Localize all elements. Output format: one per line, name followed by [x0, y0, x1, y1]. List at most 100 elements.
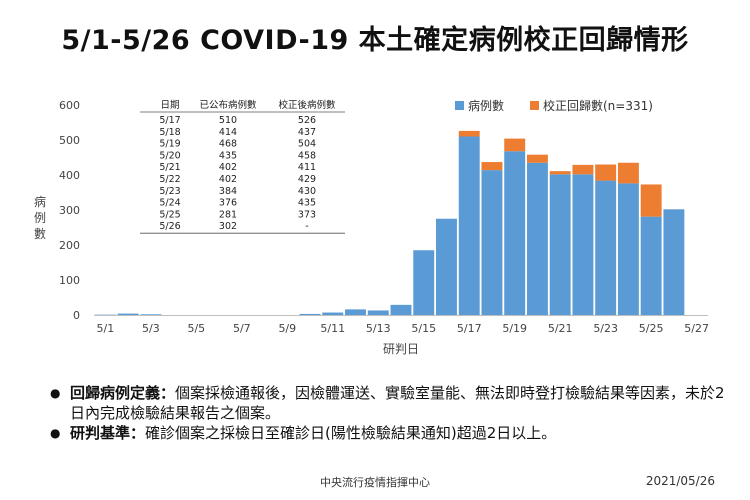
legend-swatch-backfill	[530, 101, 539, 110]
x-tick-label: 5/9	[278, 322, 296, 335]
table-header: 日期	[160, 100, 179, 111]
y-tick-label: 200	[59, 239, 80, 252]
table-header: 校正後病例數	[278, 99, 336, 111]
table-cell: 5/22	[159, 174, 180, 185]
table-cell: 411	[298, 162, 316, 173]
table-cell: 373	[298, 209, 316, 220]
table-cell: 5/24	[159, 198, 180, 209]
table-cell: 5/20	[159, 150, 180, 161]
table-cell: 5/21	[159, 162, 180, 173]
table-cell: 5/19	[159, 139, 180, 150]
x-tick-label: 5/1	[97, 322, 115, 335]
table-cell: 504	[298, 139, 316, 150]
bar-cases	[549, 174, 571, 315]
table-cell: 526	[298, 115, 316, 126]
y-tick-label: 300	[59, 204, 80, 217]
table-cell: 429	[298, 174, 316, 185]
x-tick-label: 5/5	[187, 322, 205, 335]
table-cell: 458	[298, 150, 316, 161]
bar-backfill	[572, 164, 594, 175]
note-body: 個案採檢通報後，因檢體運送、實驗室量能、無法即時登打檢驗結果等因素，未於2日內完…	[70, 384, 725, 422]
bar-cases	[299, 313, 321, 315]
table-cell: 376	[219, 198, 237, 209]
y-tick-label: 400	[59, 169, 80, 182]
x-tick-label: 5/27	[684, 322, 709, 335]
bar-cases	[390, 304, 412, 315]
table-cell: 5/26	[159, 221, 180, 232]
bar-cases	[322, 312, 344, 315]
bullet-icon: ●	[50, 386, 61, 400]
bar-cases	[572, 174, 594, 315]
bar-backfill	[458, 130, 480, 137]
table-cell: 402	[219, 162, 237, 173]
table-cell: -	[305, 221, 308, 232]
bar-backfill	[595, 164, 617, 181]
bar-backfill	[526, 154, 548, 163]
x-tick-label: 5/13	[366, 322, 391, 335]
table-cell: 302	[219, 221, 237, 232]
table-cell: 402	[219, 174, 237, 185]
note-term: 研判基準：	[70, 424, 146, 442]
table-cell: 437	[298, 127, 316, 138]
x-tick-label: 5/19	[502, 322, 527, 335]
y-tick-label: 600	[59, 99, 80, 112]
x-axis-label: 研判日	[383, 342, 419, 356]
bar-cases	[617, 183, 639, 315]
bar-cases	[640, 216, 662, 315]
note-term: 回歸病例定義：	[70, 384, 176, 402]
table-cell: 430	[298, 186, 316, 197]
table-cell: 5/18	[159, 127, 180, 138]
x-tick-label: 5/7	[233, 322, 251, 335]
bar-backfill	[481, 162, 503, 171]
bar-cases	[595, 180, 617, 315]
note-body: 確診個案之採檢日至確診日(陽性檢驗結果通知)超過2日以上。	[145, 424, 557, 442]
data-table: 日期 已公布病例數 校正後病例數 5/17 510 526 5/18 414 437 5/19 46…	[140, 99, 345, 234]
legend-label-backfill: 校正回歸數(n=331)	[543, 98, 653, 113]
table-cell: 510	[219, 115, 237, 126]
y-tick-label: 500	[59, 134, 80, 147]
bar-backfill	[549, 171, 571, 175]
note-definition: ● 回歸病例定義：個案採檢通報後，因檢體運送、實驗室量能、無法即時登打檢驗結果等…	[50, 383, 730, 423]
table-cell: 5/23	[159, 186, 180, 197]
x-tick-label: 5/17	[457, 322, 482, 335]
page-title: 5/1-5/26 COVID-19 本土確定病例校正回歸情形	[61, 25, 689, 56]
x-tick-label: 5/21	[548, 322, 573, 335]
bar-cases	[436, 218, 457, 315]
table-cell: 468	[219, 139, 237, 150]
bullet-icon: ●	[50, 426, 61, 440]
bar-cases	[458, 136, 480, 315]
table-cell: 435	[219, 150, 237, 161]
bar-backfill	[617, 162, 639, 184]
y-tick-label: 0	[73, 309, 80, 322]
legend-swatch-cases	[455, 101, 464, 110]
table-cell: 435	[298, 198, 316, 209]
x-tick-label: 5/15	[411, 322, 436, 335]
bar-cases	[526, 162, 548, 315]
bar-cases	[117, 313, 139, 315]
table-cell: 5/25	[159, 209, 180, 220]
table-cell: 281	[219, 209, 237, 220]
table-header: 已公布病例數	[199, 99, 257, 111]
legend-label-cases: 病例數	[468, 98, 504, 113]
note-criteria: ● 研判基準：確診個案之採檢日至確診日(陽性檢驗結果通知)超過2日以上。	[50, 423, 730, 443]
notes: ● 回歸病例定義：個案採檢通報後，因檢體運送、實驗室量能、無法即時登打檢驗結果等…	[50, 383, 730, 443]
bar-backfill	[504, 138, 526, 152]
bar-cases	[140, 314, 162, 315]
footer-org: 中央流行疫情指揮中心	[320, 476, 430, 489]
table-cell: 414	[219, 127, 237, 138]
footer-date: 2021/05/26	[645, 474, 715, 488]
table-cell: 5/17	[159, 115, 180, 126]
bar-backfill	[640, 184, 662, 217]
x-tick-label: 5/3	[142, 322, 160, 335]
y-axis-label: 數	[34, 227, 46, 241]
table-cell: 384	[219, 186, 237, 197]
bar-cases	[663, 209, 685, 315]
bar-cases	[413, 250, 435, 315]
bar-cases	[367, 310, 389, 315]
y-axis-label: 例	[34, 211, 46, 225]
x-tick-label: 5/23	[593, 322, 618, 335]
y-tick-label: 100	[59, 274, 80, 287]
chart: 0 100 200 300 400 500 600 病例數 5/1 5/3 5/5 5/7 5/9 5/1…	[34, 98, 709, 356]
bar-cases	[504, 151, 526, 315]
x-tick-label: 5/11	[320, 322, 345, 335]
